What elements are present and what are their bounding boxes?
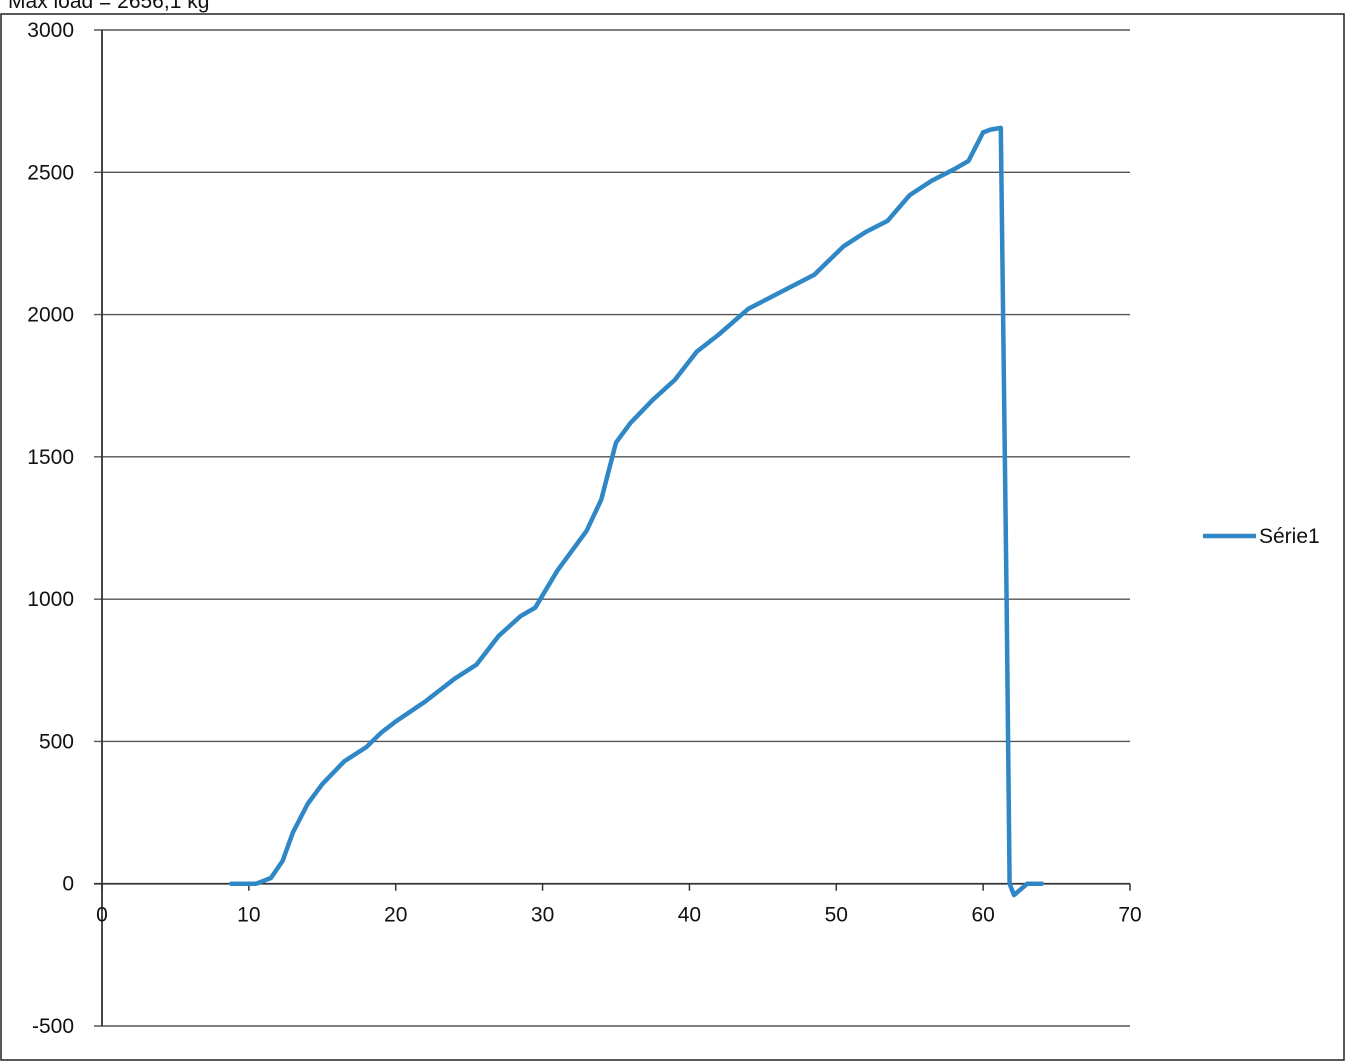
y-tick-label: 2000 <box>27 304 74 327</box>
x-tick-label: 60 <box>971 904 994 927</box>
grid-layer <box>94 29 1130 1027</box>
y-tick-label: 1500 <box>27 446 74 469</box>
y-tick-label: 1000 <box>27 588 74 611</box>
x-tick-label: 70 <box>1118 904 1141 927</box>
y-tick-label: 2500 <box>27 161 74 184</box>
y-tick-label: 0 <box>62 873 74 896</box>
x-tick-label: 20 <box>384 904 407 927</box>
y-tick-label: 500 <box>39 730 74 753</box>
legend-label: Série1 <box>1259 525 1320 548</box>
y-tick-label: 3000 <box>27 19 74 42</box>
series-layer <box>228 125 1045 898</box>
legend: Série1 <box>1203 525 1320 548</box>
series-line <box>228 125 1045 898</box>
max-load-caption: Max load = 2656,1 kg <box>8 0 210 13</box>
x-tick-label: 40 <box>678 904 701 927</box>
y-tick-label: -500 <box>32 1015 74 1038</box>
x-tick-label: 50 <box>825 904 848 927</box>
x-tick-label: 0 <box>96 904 108 927</box>
x-tick-label: 30 <box>531 904 554 927</box>
axis-layer: 3000 2500 2000 1500 1000 500 0 -500 0 10 20 30 40 50 6… <box>0 13 1345 1061</box>
chart-border <box>0 13 1345 1061</box>
x-tick-label: 10 <box>237 904 260 927</box>
